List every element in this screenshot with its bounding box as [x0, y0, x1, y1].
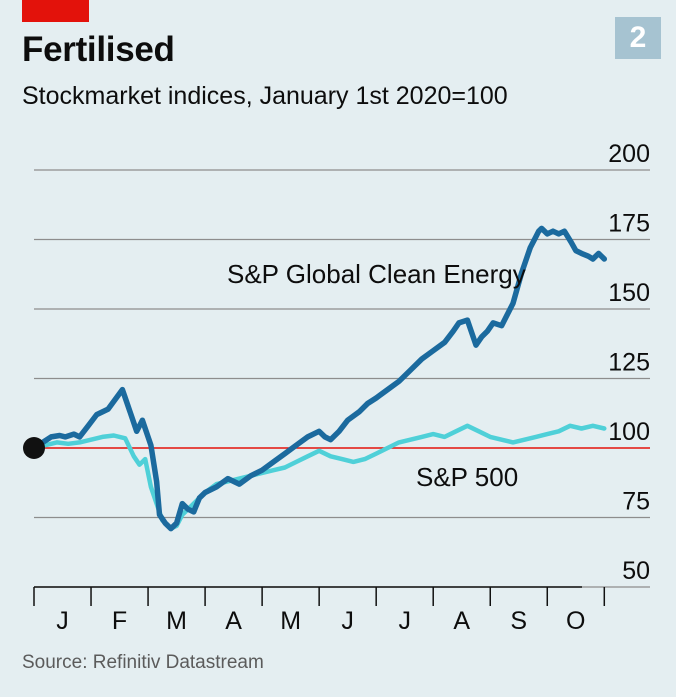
- x-tick-label-6: J: [341, 607, 354, 635]
- x-tick-label-4: A: [225, 607, 242, 635]
- x-tick-label-9: S: [510, 607, 527, 635]
- x-tick-label-1: J: [56, 607, 69, 635]
- x-tick-label-8: A: [453, 607, 470, 635]
- x-tick-label-10: O: [566, 607, 585, 635]
- chart-number-badge: 2: [615, 17, 661, 59]
- x-tick-label-2: F: [112, 607, 127, 635]
- series-line-sp500: [31, 423, 607, 531]
- chart-title: Fertilised: [22, 30, 175, 69]
- series-label-clean-energy: S&P Global Clean Energy: [227, 259, 526, 289]
- y-tick-label-125: 125: [608, 349, 650, 377]
- x-tick-label-5: M: [280, 607, 301, 635]
- y-tick-label-150: 150: [608, 279, 650, 307]
- source-note: Source: Refinitiv Datastream: [22, 652, 264, 673]
- red-tag: [22, 0, 89, 22]
- y-tick-label-50: 50: [622, 557, 650, 585]
- y-tick-label-200: 200: [608, 140, 650, 168]
- x-tick-label-3: M: [166, 607, 187, 635]
- y-tick-label-75: 75: [622, 488, 650, 516]
- y-tick-label-100: 100: [608, 418, 650, 446]
- start-marker: [23, 437, 45, 459]
- series-label-sp500: S&P 500: [416, 462, 518, 492]
- x-tick-label-7: J: [398, 607, 411, 635]
- y-tick-label-175: 175: [608, 210, 650, 238]
- chart-subtitle: Stockmarket indices, January 1st 2020=10…: [22, 82, 508, 110]
- y-tick-labels: 50 75 100 125 150 175 200: [608, 140, 650, 585]
- series-line-clean-energy: [31, 225, 608, 532]
- series-lines: [31, 225, 608, 532]
